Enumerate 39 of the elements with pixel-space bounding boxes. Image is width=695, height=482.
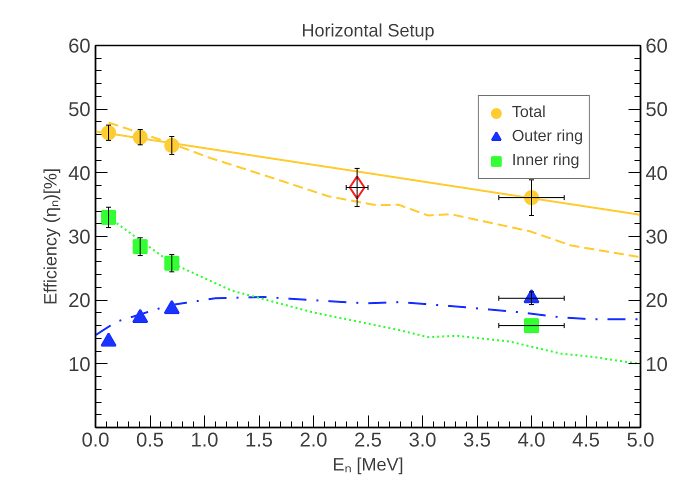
y-axis-title: Efficiency (ηₙ)[%] xyxy=(40,168,60,305)
point xyxy=(164,300,180,314)
point xyxy=(132,308,148,324)
point xyxy=(164,138,180,153)
x-tick-label: 2.0 xyxy=(300,430,328,452)
y2-tick-label: 10 xyxy=(646,354,668,376)
x-tick-label: 3.0 xyxy=(408,430,436,452)
line-series xyxy=(96,296,640,336)
y-tick-label: 10 xyxy=(68,354,91,376)
x-axis-title: Eₙ [MeV] xyxy=(332,454,404,474)
y2-tick-label: 30 xyxy=(646,226,668,248)
x-tick-label: 2.5 xyxy=(354,430,382,452)
point xyxy=(164,256,180,271)
x-tick-label: 1.5 xyxy=(245,430,273,452)
y2-tick-label: 40 xyxy=(646,162,668,185)
x-tick-label: 1.0 xyxy=(190,430,218,452)
y2-tick-label: 60 xyxy=(646,36,668,58)
y-tick-label: 30 xyxy=(68,226,91,248)
y2-tick-label: 20 xyxy=(646,290,668,312)
y-tick-label: 20 xyxy=(68,290,91,312)
y2-tick-label: 50 xyxy=(646,99,668,122)
point xyxy=(132,239,148,254)
point xyxy=(132,130,148,145)
x-tick-label: 5.0 xyxy=(626,430,654,452)
x-tick-label: 4.5 xyxy=(572,430,600,452)
y-tick-label: 40 xyxy=(68,162,91,185)
legend-label: Outer ring xyxy=(512,128,583,146)
legend-label: Total xyxy=(512,104,546,122)
point xyxy=(100,332,117,347)
y-tick-label: 60 xyxy=(68,36,91,58)
point xyxy=(101,125,116,140)
x-tick-label: 0.5 xyxy=(136,430,164,452)
legend-label: Inner ring xyxy=(512,152,580,170)
chart-title: Horizontal Setup xyxy=(301,20,435,40)
x-tick-label: 3.5 xyxy=(463,430,491,452)
y-tick-label: 50 xyxy=(68,99,91,122)
point xyxy=(101,210,116,225)
x-tick-label: 4.0 xyxy=(518,430,546,452)
x-tick-label: 0.0 xyxy=(82,430,110,452)
